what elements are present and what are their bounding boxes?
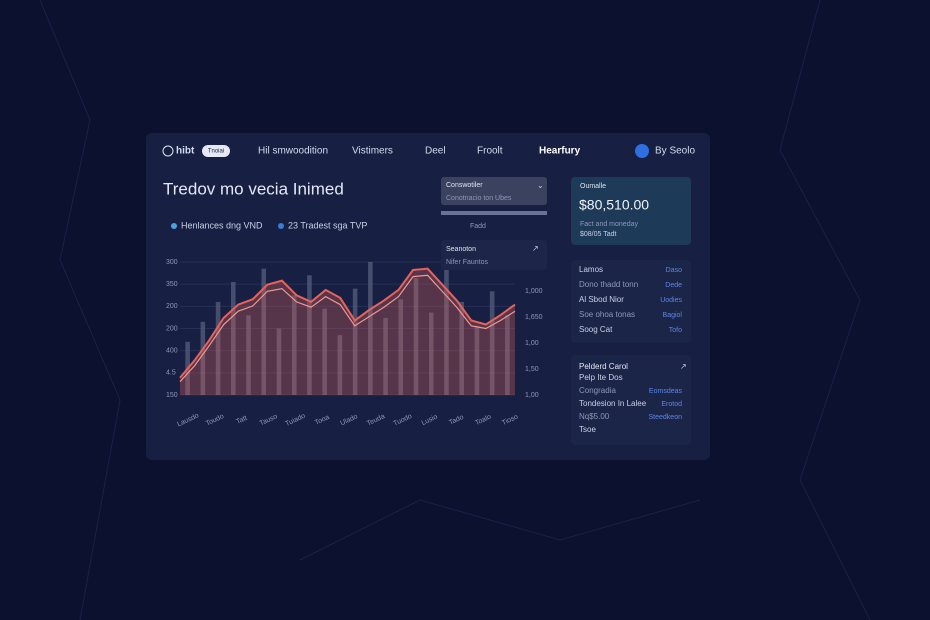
card-label: Congradia [579, 386, 616, 395]
arrow: ↗ [680, 362, 687, 371]
dropdown[interactable] [441, 177, 547, 205]
card-value: Uodies [660, 297, 682, 304]
bar [383, 317, 388, 395]
card-value: Eomsdeas [649, 388, 683, 395]
card-label: Dono thadd tonn [579, 280, 638, 289]
card-value: Daso [666, 267, 682, 274]
divider [441, 211, 547, 215]
y2-tick-label: 1,00 [525, 392, 539, 399]
bar [291, 295, 297, 395]
brand: hibt [176, 146, 195, 157]
card-sub: Fact and moneday [580, 221, 638, 228]
card [571, 355, 691, 445]
bar [505, 315, 510, 395]
badge-bg [202, 145, 230, 157]
bar [413, 277, 419, 395]
card-value: Tofo [669, 327, 682, 334]
dropdown-sub: Nifer Fauntos [446, 259, 489, 266]
bar [276, 328, 282, 395]
card-label: Lamos [579, 265, 603, 274]
y2-tick-label: 1,000 [525, 288, 543, 295]
badge: Tnoiai [208, 149, 224, 155]
line [179, 274, 516, 383]
y-tick-label: 150 [166, 392, 178, 399]
area [180, 268, 515, 395]
card-label: Al Sbod Nior [579, 295, 624, 304]
nav-link[interactable]: Hearfury [539, 146, 581, 157]
bar [428, 312, 434, 395]
card-label: Tsoe [579, 425, 596, 434]
card-label: Nq$5.00 [579, 412, 610, 421]
bar [246, 315, 251, 395]
card [571, 177, 691, 245]
dropdown[interactable] [441, 240, 547, 270]
bar [459, 301, 464, 395]
dropdown-sub: Conotnacio ton Ubes [446, 195, 512, 202]
card-label: Tondesion In Lalee [579, 399, 647, 408]
y-tick-label: 300 [166, 259, 178, 266]
card-value: Bagiol [663, 312, 683, 319]
y2-tick-label: 1,00 [525, 340, 539, 347]
card-label: Soog Cat [579, 325, 613, 334]
card-value: Steedkeon [649, 414, 683, 421]
bar [444, 267, 449, 395]
bar [215, 301, 221, 395]
y-tick-label: 200 [166, 325, 178, 332]
bar [489, 291, 495, 395]
bar [307, 275, 312, 395]
card-label: Pelp Ite Dos [579, 373, 623, 382]
legend-label: 23 Tradest sga TVP [288, 220, 367, 230]
user-icon[interactable] [635, 144, 649, 158]
bar [398, 299, 404, 395]
card-value: Erotod [661, 401, 682, 408]
y-tick-label: 200 [166, 303, 178, 310]
user[interactable]: By Seolo [655, 146, 695, 157]
card [571, 260, 691, 343]
card-value: Dede [665, 282, 682, 289]
legend-dot [171, 223, 177, 229]
bar [337, 335, 343, 395]
nav-link[interactable]: Hil smwoodition [258, 146, 328, 157]
bar [368, 262, 373, 395]
line [179, 267, 516, 379]
card-amount: $80,510.00 [579, 197, 649, 213]
legend-label: Henlances dng VND [181, 220, 263, 230]
panel [146, 133, 710, 460]
y-tick-label: 4.5 [166, 370, 176, 377]
map-lines [39, 0, 871, 620]
bar [231, 281, 236, 395]
bar [352, 288, 358, 395]
y2-tick-label: 1,50 [525, 366, 539, 373]
x-tick-label: Tatt [235, 415, 248, 426]
dropdown-label: Conswotiler [446, 182, 483, 189]
y2-tick-label: 1,650 [525, 314, 543, 321]
y-tick-label: 400 [166, 348, 178, 355]
card-label: Soe ohoa tonas [579, 310, 635, 319]
y-tick-label: 350 [166, 281, 178, 288]
logo [162, 145, 174, 157]
bar [200, 321, 206, 395]
bar [322, 308, 327, 395]
card-head: Oumalle [580, 183, 606, 190]
nav-link[interactable]: Froolt [477, 146, 503, 157]
title: Tredov mo vecia Inimed [163, 179, 344, 198]
nav-link[interactable]: Vistimers [352, 146, 393, 157]
card-head: Pelderd Carol [579, 362, 628, 371]
bar [474, 325, 480, 395]
chevron: ⌄ [537, 181, 544, 190]
input[interactable]: Fadd [470, 223, 486, 230]
dropdown-label: Seanoton [446, 246, 476, 253]
card-foot: $08/05 Tadt [580, 231, 617, 238]
arrow: ↗ [532, 244, 539, 253]
bar [261, 268, 267, 395]
nav-link[interactable]: Deel [425, 146, 446, 157]
legend-dot [278, 223, 284, 229]
